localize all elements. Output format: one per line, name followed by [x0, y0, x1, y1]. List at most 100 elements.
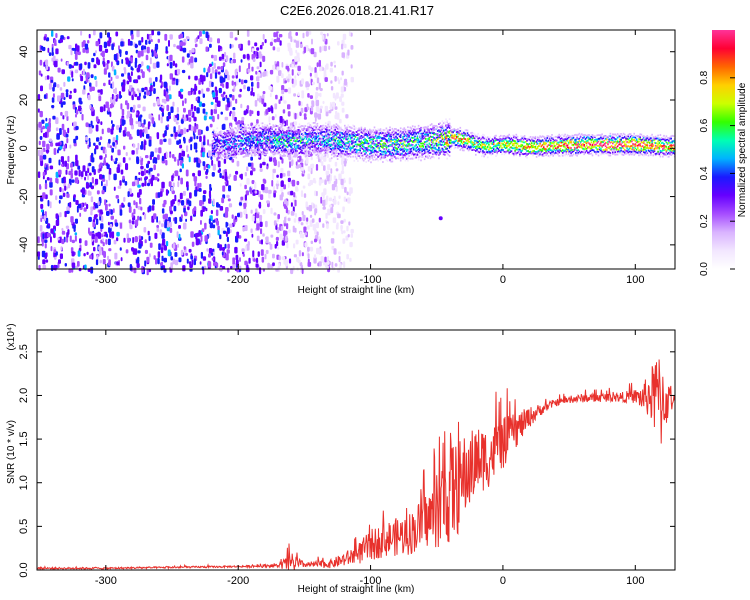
noise-cell — [143, 119, 146, 125]
noise-cell — [101, 190, 105, 195]
noise-cell — [52, 93, 55, 98]
noise-cell — [146, 65, 150, 70]
noise-cell — [174, 194, 177, 202]
ridge-cell — [247, 130, 250, 132]
ridge-cell — [274, 124, 277, 127]
noise-cell — [317, 113, 322, 120]
ridge-cell — [224, 143, 227, 146]
ridge-cell — [267, 156, 270, 159]
noise-cell — [42, 126, 46, 130]
ridge-cell — [407, 157, 409, 160]
ridge-cell — [373, 151, 376, 154]
noise-cell — [58, 169, 62, 175]
ridge-cell — [211, 133, 214, 135]
ridge-cell — [440, 140, 442, 143]
ridge-cell — [279, 130, 282, 132]
ridge-cell — [440, 135, 442, 138]
ridge-cell — [285, 138, 288, 141]
noise-cell — [248, 257, 251, 264]
noise-cell — [71, 262, 76, 269]
noise-cell — [50, 228, 54, 234]
ridge-cell — [386, 141, 389, 144]
ridge-cell — [322, 145, 325, 148]
noise-cell — [148, 235, 151, 242]
noise-cell — [305, 201, 308, 209]
noise-cell — [91, 177, 94, 184]
noise-cell — [273, 220, 277, 226]
ridge-cell — [348, 144, 351, 147]
ridge-cell — [211, 140, 214, 142]
ridge-cell — [379, 132, 382, 134]
noise-cell — [232, 113, 235, 121]
ridge-cell — [441, 143, 444, 146]
noise-cell — [150, 39, 153, 43]
ridge-cell — [317, 150, 320, 153]
noise-cell — [81, 41, 84, 48]
ridge-cell — [436, 143, 439, 146]
ridge-cell — [344, 144, 346, 147]
noise-cell — [99, 259, 102, 264]
noise-cell — [202, 256, 207, 261]
ridge-cell — [328, 125, 331, 128]
noise-cell — [177, 159, 180, 166]
ridge-cell — [452, 131, 454, 134]
ridge-cell — [307, 150, 309, 153]
ridge-cell — [383, 155, 385, 158]
noise-cell — [314, 112, 318, 118]
noise-cell — [61, 69, 65, 75]
ridge-cell — [448, 145, 451, 148]
noise-cell — [47, 223, 50, 227]
ridge-cell — [452, 144, 454, 147]
noise-cell — [283, 100, 287, 104]
ridge-cell — [407, 141, 409, 143]
noise-cell — [343, 196, 346, 202]
noise-cell — [49, 177, 53, 183]
noise-cell — [208, 253, 211, 258]
noise-cell — [129, 40, 133, 46]
ridge-cell — [267, 137, 270, 139]
ridge-cell — [445, 128, 447, 131]
ridge-cell — [336, 143, 339, 146]
ridge-cell — [373, 131, 376, 134]
noise-cell — [90, 196, 94, 203]
noise-cell — [188, 124, 192, 131]
noise-cell — [75, 154, 78, 161]
ridge-cell — [367, 134, 370, 137]
ridge-cell — [446, 147, 448, 150]
ridge-cell — [458, 144, 460, 147]
noise-cell — [153, 213, 157, 220]
ridge-cell — [453, 134, 456, 136]
ridge-cell — [309, 142, 311, 145]
ridge-cell — [286, 152, 289, 155]
ridge-cell — [235, 150, 238, 152]
ridge-cell — [228, 132, 230, 135]
ridge-cell — [440, 129, 442, 132]
ridge-cell — [455, 129, 458, 131]
noise-cell — [239, 174, 243, 179]
ridge-cell — [283, 155, 285, 157]
ridge-cell — [367, 150, 370, 153]
noise-cell — [107, 40, 111, 47]
noise-cell — [264, 253, 267, 260]
ridge-cell — [296, 140, 298, 143]
noise-cell — [141, 71, 145, 79]
ridge-cell — [214, 141, 216, 144]
ridge-cell — [307, 129, 309, 132]
ridge-cell — [290, 131, 292, 133]
ridge-cell — [386, 139, 389, 142]
noise-cell — [221, 247, 225, 251]
noise-cell — [311, 218, 315, 223]
ridge-cell — [360, 142, 363, 145]
ridge-cell — [273, 149, 276, 152]
ridge-cell — [298, 123, 301, 126]
noise-cell — [213, 108, 217, 114]
noise-cell — [267, 262, 270, 269]
ridge-cell — [268, 146, 271, 148]
noise-cell — [346, 254, 349, 260]
ridge-cell — [467, 134, 470, 136]
noise-cell — [256, 257, 259, 264]
ridge-cell — [293, 148, 296, 151]
noise-cell — [101, 180, 103, 187]
ridge-cell — [371, 146, 373, 148]
ridge-cell — [322, 127, 325, 130]
